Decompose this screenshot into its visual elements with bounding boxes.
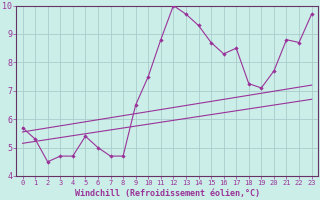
X-axis label: Windchill (Refroidissement éolien,°C): Windchill (Refroidissement éolien,°C) bbox=[75, 189, 260, 198]
